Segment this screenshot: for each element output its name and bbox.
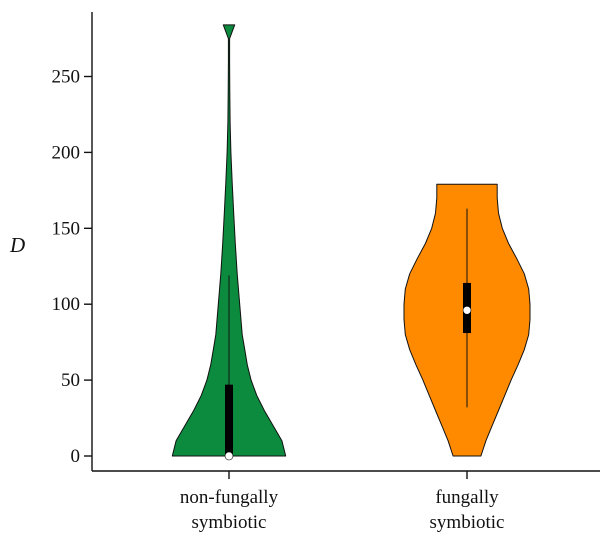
category-label: non-fungally bbox=[180, 487, 279, 508]
median-marker bbox=[462, 305, 472, 315]
category-label: symbiotic bbox=[192, 512, 267, 533]
violin-body bbox=[171, 24, 287, 457]
category-label: symbiotic bbox=[430, 512, 505, 533]
category-label: fungally bbox=[435, 487, 499, 508]
y-tick-label: 150 bbox=[52, 218, 81, 239]
violins bbox=[171, 24, 531, 461]
y-tick-label: 100 bbox=[52, 294, 81, 315]
median-marker bbox=[224, 451, 234, 461]
y-tick-label: 0 bbox=[71, 446, 81, 467]
y-tick-label: 250 bbox=[52, 67, 81, 88]
y-tick-label: 50 bbox=[61, 370, 80, 391]
labels: non-fungally symbiotic fungally symbiotic bbox=[180, 487, 505, 533]
y-tick-label: 200 bbox=[52, 142, 81, 163]
axes: 0 50 100 150 200 250 bbox=[52, 12, 600, 479]
iqr-box bbox=[225, 384, 233, 456]
y-axis-title: D bbox=[9, 233, 25, 257]
